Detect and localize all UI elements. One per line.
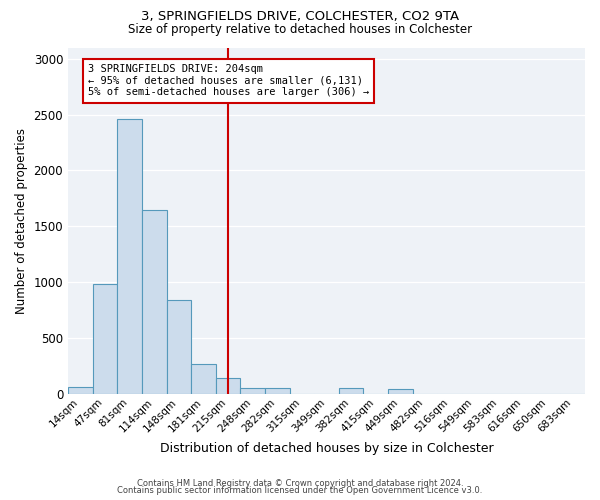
Bar xyxy=(339,388,364,394)
Text: Size of property relative to detached houses in Colchester: Size of property relative to detached ho… xyxy=(128,22,472,36)
Bar xyxy=(388,389,413,394)
Bar xyxy=(241,388,265,394)
Bar xyxy=(265,388,290,394)
Text: 3, SPRINGFIELDS DRIVE, COLCHESTER, CO2 9TA: 3, SPRINGFIELDS DRIVE, COLCHESTER, CO2 9… xyxy=(141,10,459,23)
Bar xyxy=(167,300,191,394)
Text: Contains HM Land Registry data © Crown copyright and database right 2024.: Contains HM Land Registry data © Crown c… xyxy=(137,478,463,488)
Bar xyxy=(92,284,117,394)
Bar xyxy=(117,119,142,394)
Text: Contains public sector information licensed under the Open Government Licence v3: Contains public sector information licen… xyxy=(118,486,482,495)
Bar xyxy=(142,210,167,394)
Y-axis label: Number of detached properties: Number of detached properties xyxy=(15,128,28,314)
Text: 3 SPRINGFIELDS DRIVE: 204sqm
← 95% of detached houses are smaller (6,131)
5% of : 3 SPRINGFIELDS DRIVE: 204sqm ← 95% of de… xyxy=(88,64,369,98)
Bar xyxy=(216,378,241,394)
Bar xyxy=(68,387,92,394)
X-axis label: Distribution of detached houses by size in Colchester: Distribution of detached houses by size … xyxy=(160,442,493,455)
Bar xyxy=(191,364,216,394)
